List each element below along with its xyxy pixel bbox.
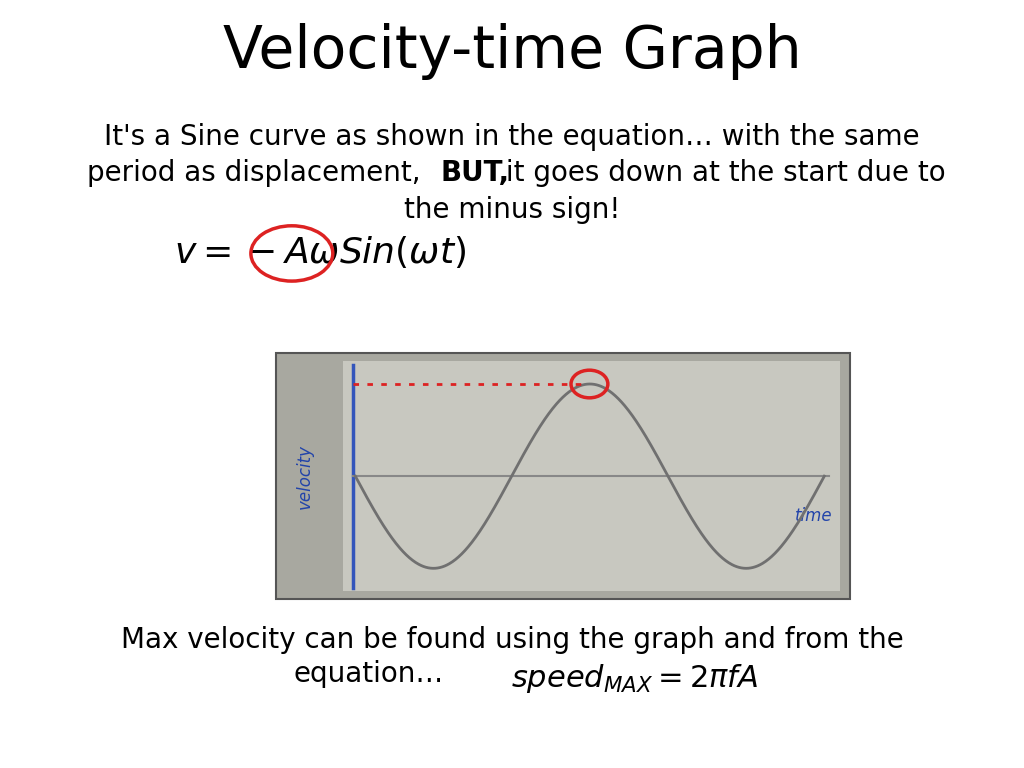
Text: It's a Sine curve as shown in the equation… with the same: It's a Sine curve as shown in the equati… (104, 123, 920, 151)
Bar (343, 361, 840, 591)
Text: Velocity-time Graph: Velocity-time Graph (222, 23, 802, 80)
Text: it goes down at the start due to: it goes down at the start due to (497, 159, 945, 187)
Text: equation…: equation… (294, 660, 443, 688)
Text: $v = -A\omega Sin(\omega t)$: $v = -A\omega Sin(\omega t)$ (174, 234, 466, 270)
Text: BUT,: BUT, (440, 159, 510, 187)
Bar (276, 353, 850, 599)
Text: $speed_{MAX} = 2\pi fA$: $speed_{MAX} = 2\pi fA$ (511, 662, 759, 695)
Text: Max velocity can be found using the graph and from the: Max velocity can be found using the grap… (121, 626, 903, 654)
Text: velocity: velocity (296, 444, 314, 508)
Text: the minus sign!: the minus sign! (403, 196, 621, 223)
Text: period as displacement,: period as displacement, (87, 159, 429, 187)
Text: time: time (796, 507, 833, 525)
